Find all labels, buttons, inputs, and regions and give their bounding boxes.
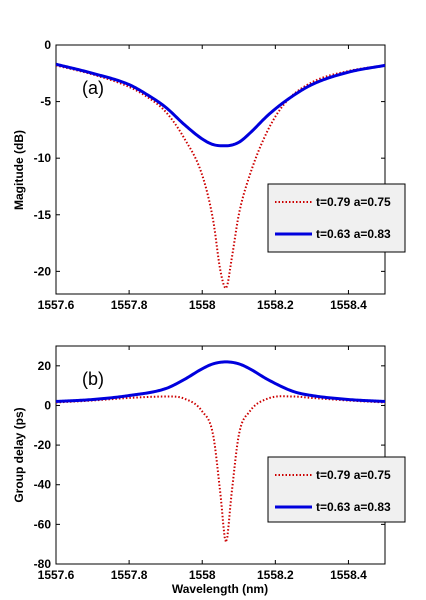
x-tick-label: 1557.8 <box>111 298 148 312</box>
legend-entry-1: t=0.79 a=0.75 <box>316 195 391 209</box>
y-tick-label: -20 <box>34 264 52 278</box>
ticks-b: 1557.6 1557.8 1558 1558.2 1558.4 20 0 -20 -40 -60… <box>34 346 385 582</box>
x-tick-label: 1557.6 <box>38 298 75 312</box>
x-tick-label: 1558.2 <box>257 298 294 312</box>
x-tick-label: 1558 <box>189 568 216 582</box>
panel-label-a: (a) <box>82 78 104 98</box>
x-tick-label: 1557.6 <box>38 568 75 582</box>
x-tick-label: 1558.4 <box>330 568 367 582</box>
series-b <box>56 360 385 547</box>
x-tick-label: 1558.2 <box>257 568 294 582</box>
series-line-1 <box>56 64 385 291</box>
ylabel-a: Magitude (dB) <box>12 130 26 210</box>
x-tick-label: 1558.4 <box>330 298 367 312</box>
panel-a: 1557.6 1557.8 1558 1558.2 1558.4 0 -5 -10 -15 -20… <box>12 38 406 312</box>
plot-area-a <box>55 44 386 295</box>
xlabel-b: Wavelength (nm) <box>172 582 268 596</box>
legend-box <box>267 456 406 523</box>
ticks-a: 1557.6 1557.8 1558 1558.2 1558.4 0 -5 -10 -15 -20 <box>34 38 385 312</box>
legend-entry-2: t=0.63 a=0.83 <box>316 500 391 514</box>
legend-box <box>267 183 406 253</box>
y-tick-label: -20 <box>34 438 52 452</box>
panel-b: 1557.6 1557.8 1558 1558.2 1558.4 20 0 -20 -40 -60… <box>12 345 406 596</box>
y-tick-label: -5 <box>40 95 51 109</box>
y-tick-label: -40 <box>34 478 52 492</box>
y-tick-label: 0 <box>44 398 51 412</box>
ylabel-b: Group delay (ps) <box>12 407 26 502</box>
series-line-2 <box>56 62 385 148</box>
x-tick-label: 1557.8 <box>111 568 148 582</box>
x-tick-label: 1558 <box>189 298 216 312</box>
legend-entry-2: t=0.63 a=0.83 <box>316 227 391 241</box>
series-a <box>56 62 385 291</box>
y-tick-label: -15 <box>34 208 52 222</box>
legend-a: t=0.79 a=0.75 t=0.63 a=0.83 <box>267 183 406 253</box>
y-tick-label: -80 <box>34 557 52 571</box>
series-line-2 <box>56 360 385 403</box>
legend-entry-1: t=0.79 a=0.75 <box>316 468 391 482</box>
y-tick-label: 20 <box>38 359 52 373</box>
legend-b: t=0.79 a=0.75 t=0.63 a=0.83 <box>267 456 406 523</box>
y-tick-label: -60 <box>34 517 52 531</box>
plot-area-b <box>55 345 386 565</box>
y-tick-label: -10 <box>34 151 52 165</box>
panel-label-b: (b) <box>82 369 104 389</box>
y-tick-label: 0 <box>44 38 51 52</box>
